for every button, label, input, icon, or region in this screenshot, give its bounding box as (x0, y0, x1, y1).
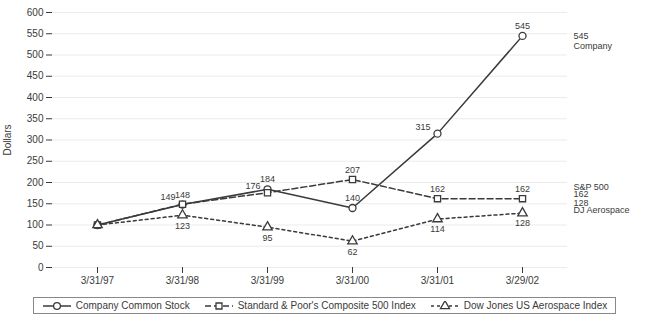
svg-text:162: 162 (430, 184, 445, 194)
svg-text:545: 545 (515, 21, 530, 31)
svg-text:400: 400 (27, 92, 44, 103)
svg-text:Company: Company (574, 41, 613, 51)
svg-text:3/31/98: 3/31/98 (166, 275, 200, 286)
html-text:Dow Jones US Aerospace Index: Dow Jones US Aerospace Index (463, 300, 608, 311)
svg-text:Dollars: Dollars (2, 124, 13, 155)
svg-text:207: 207 (345, 165, 360, 175)
svg-text:128: 128 (573, 197, 589, 208)
svg-text:DJ Aerospace: DJ Aerospace (574, 205, 630, 215)
svg-text:150: 150 (27, 198, 44, 209)
svg-text:315: 315 (415, 122, 430, 132)
svg-text:0: 0 (38, 262, 44, 273)
svg-text:3/31/01: 3/31/01 (421, 275, 455, 286)
svg-text:95: 95 (262, 233, 272, 243)
svg-text:176: 176 (245, 181, 260, 191)
svg-text:3/29/02: 3/29/02 (506, 275, 540, 286)
svg-text:128: 128 (515, 218, 530, 228)
html-text:Standard & Poor's Composite 50: Standard & Poor's Composite 500 Index (237, 300, 416, 311)
svg-text:300: 300 (27, 134, 44, 145)
svg-text:500: 500 (27, 49, 44, 60)
svg-text:140: 140 (345, 193, 360, 203)
svg-text:200: 200 (27, 177, 44, 188)
svg-text:3/31/99: 3/31/99 (251, 275, 285, 286)
svg-text:545: 545 (574, 31, 589, 41)
svg-text:600: 600 (27, 7, 44, 18)
svg-text:149: 149 (160, 192, 175, 202)
svg-text:3/31/00: 3/31/00 (336, 275, 370, 286)
svg-text:162: 162 (515, 184, 530, 194)
svg-text:3/31/97: 3/31/97 (81, 275, 115, 286)
svg-text:114: 114 (430, 224, 444, 234)
svg-text:550: 550 (27, 28, 44, 39)
svg-text:123: 123 (175, 221, 190, 231)
svg-text:162: 162 (573, 189, 589, 200)
svg-text:450: 450 (27, 70, 44, 81)
svg-text:50: 50 (32, 240, 44, 251)
svg-text:350: 350 (27, 113, 44, 124)
svg-text:250: 250 (27, 155, 44, 166)
svg-text:S&P 500: S&P 500 (573, 181, 609, 192)
html-text:Company Common Stock: Company Common Stock (75, 300, 190, 311)
svg-text:148: 148 (175, 190, 190, 200)
svg-text:100: 100 (27, 219, 44, 230)
svg-text:184: 184 (260, 174, 275, 184)
svg-text:62: 62 (347, 247, 357, 257)
